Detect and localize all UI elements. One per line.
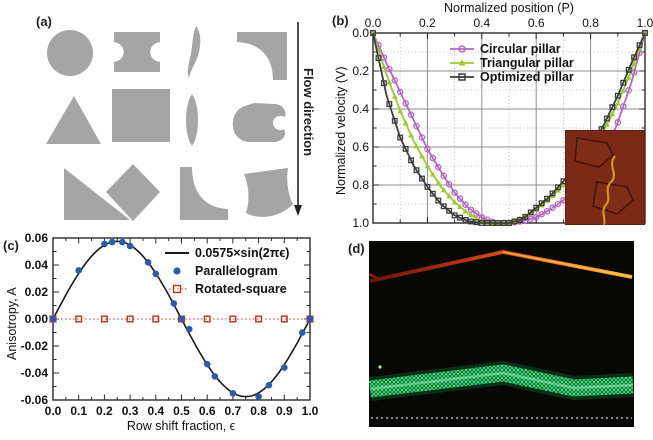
panel-c-label: (c) [3,238,19,253]
svg-text:0.4: 0.4 [352,102,369,116]
green-band-bright-core [369,371,634,391]
svg-text:0.9: 0.9 [276,404,293,418]
fluorescence-micrograph [369,241,634,427]
shape-triangle [46,96,101,144]
shape-concave-l [180,167,228,220]
legend-item-circular-pillar: Circular pillar [448,42,574,56]
svg-text:0.6: 0.6 [352,140,369,154]
shape-lens [186,94,198,146]
svg-text:0.3: 0.3 [122,404,139,418]
sine-curve-line-icon [165,252,189,254]
svg-text:1.0: 1.0 [637,16,653,30]
svg-text:0.2: 0.2 [352,64,369,78]
shape-diamond [106,164,160,221]
green-speck [378,365,382,369]
panel-c-legend: 0.0575×sin(2πϵ) Parallelogram Rotated-sq… [163,244,289,298]
svg-text:0.8: 0.8 [582,16,599,30]
panel-b-legend: Circular pillar Triangular pillar Optimi… [448,42,574,84]
svg-text:0.0: 0.0 [365,16,382,30]
inset-pillar-top [574,137,614,168]
shape-square [112,89,170,142]
svg-text:0.2: 0.2 [419,16,436,30]
legend-item-parallelogram: Parallelogram [163,262,289,280]
svg-text:0.1: 0.1 [70,404,87,418]
svg-text:0.5: 0.5 [173,404,190,418]
svg-text:0.0: 0.0 [45,404,62,418]
rotated-square-marker-icon [165,284,189,294]
chevron-bright-edge [502,251,633,278]
optimized-pillar-marker-icon [450,73,474,81]
svg-text:0.2: 0.2 [96,404,113,418]
flow-direction-label: Flow direction [301,68,316,157]
svg-text:0.4: 0.4 [473,16,490,30]
legend-label: Parallelogram [195,263,278,278]
shape-circle [47,30,93,76]
anisotropy-chart: 0.06 0.04 0.02 0.00 -0.02 -0.04 -0.060.0 0.1 0.2… [21,231,319,418]
red-dash-left [369,273,378,279]
svg-text:0.06: 0.06 [25,231,49,245]
legend-label: 0.0575×sin(2πϵ) [195,245,290,260]
flow-direction-arrow [294,22,302,216]
triangular-pillar-marker-icon [450,59,474,66]
svg-text:1.0: 1.0 [352,216,369,230]
pillar-array-inset [565,130,645,225]
legend-label: Circular pillar [480,41,561,56]
svg-text:0.8: 0.8 [352,178,369,192]
pillar-shapes-gallery [46,22,302,221]
panel-b-label: (b) [332,13,349,28]
svg-text:0.7: 0.7 [225,404,242,418]
panel-d-label: (d) [348,241,365,256]
circular-pillar-marker-icon [450,45,474,53]
shape-curved-blade [187,26,201,78]
shape-right-triangle [64,168,130,220]
legend-item-rotated-square: Rotated-square [163,280,289,298]
shape-curved-quad [244,168,293,217]
svg-text:0.8: 0.8 [250,404,267,418]
svg-text:0.6: 0.6 [199,404,216,418]
legend-item-sine-curve: 0.0575×sin(2πϵ) [163,244,289,262]
panel-c-x-axis-title: Row shift fraction, ϵ [126,419,236,433]
svg-text:0.6: 0.6 [528,16,545,30]
svg-text:1.0: 1.0 [302,404,319,418]
svg-text:0.02: 0.02 [25,285,49,299]
legend-label: Rotated-square [195,281,287,296]
legend-label: Optimized pillar [480,69,574,84]
legend-item-triangular-pillar: Triangular pillar [448,56,574,70]
svg-text:0.4: 0.4 [147,404,164,418]
shape-concave-corner [237,32,287,80]
svg-text:0.0: 0.0 [352,26,369,40]
svg-text:0.00: 0.00 [25,312,49,326]
inset-pillar-bottom [592,181,634,215]
svg-text:-0.02: -0.02 [21,339,49,353]
panel-b-x-axis-title: Normalized position (P) [444,1,574,15]
inset-flow-trace [602,155,616,225]
svg-text:-0.06: -0.06 [21,393,49,407]
svg-text:0.04: 0.04 [25,258,49,272]
parallelogram-dot-icon [173,267,181,275]
shape-i-beam [114,32,160,72]
panel-a-label: (a) [36,14,52,29]
shape-notched-blob [232,103,286,142]
legend-label: Triangular pillar [480,55,574,70]
svg-text:-0.04: -0.04 [21,366,49,380]
legend-item-optimized-pillar: Optimized pillar [448,70,574,84]
